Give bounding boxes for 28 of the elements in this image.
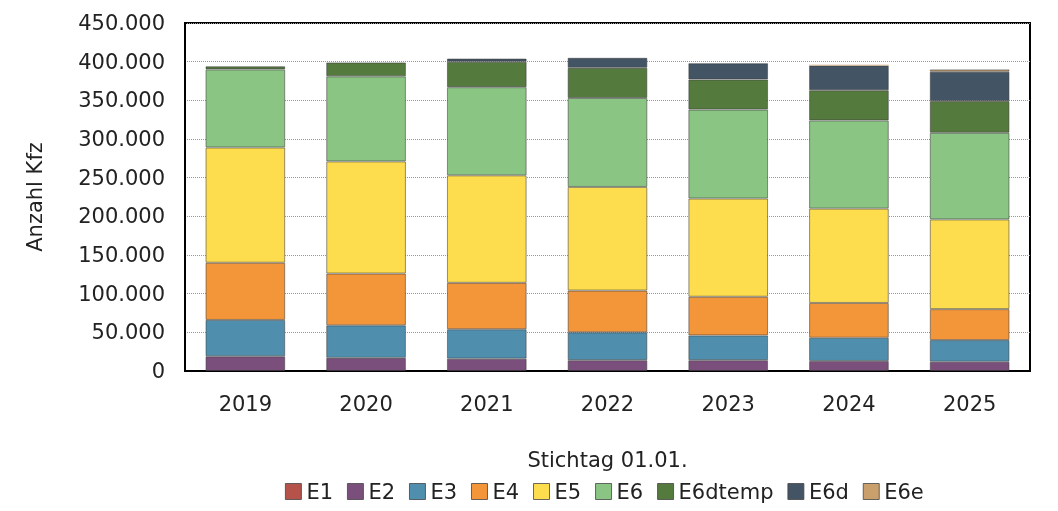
x-tick-label: 2022 — [580, 391, 635, 416]
legend-label: E6 — [616, 479, 644, 504]
y-tick-label: 0 — [151, 359, 165, 383]
legend-label: E4 — [492, 479, 520, 504]
legend-label: E6dtemp — [678, 479, 774, 504]
y-tick-label: 350.000 — [78, 88, 165, 113]
y-tick-label: 450.000 — [78, 11, 165, 35]
legend-label: E2 — [368, 479, 396, 504]
legend-label: E6e — [884, 479, 924, 504]
legend-label: E1 — [306, 479, 334, 504]
y-tick-label: 50.000 — [91, 320, 165, 345]
y-tick-label: 200.000 — [78, 204, 165, 229]
y-tick-label: 150.000 — [78, 243, 165, 267]
x-tick-label: 2020 — [339, 391, 393, 416]
legend-label: E6d — [808, 479, 849, 504]
x-tick-label: 2024 — [822, 391, 876, 416]
x-tick-label: 2025 — [942, 391, 997, 416]
x-axis-title: Stichtag 01.01. — [527, 447, 688, 472]
x-tick-label: 2019 — [218, 391, 273, 416]
legend-label: E5 — [554, 479, 582, 504]
y-tick-label: 250.000 — [78, 165, 165, 190]
y-tick-label: 300.000 — [78, 127, 165, 151]
x-tick-label: 2023 — [701, 391, 755, 416]
y-axis-title: Anzahl Kfz — [22, 142, 47, 252]
legend-label: E3 — [430, 479, 458, 504]
y-tick-label: 400.000 — [78, 49, 165, 74]
x-tick-label: 2021 — [460, 391, 514, 416]
y-tick-label: 100.000 — [78, 281, 165, 306]
